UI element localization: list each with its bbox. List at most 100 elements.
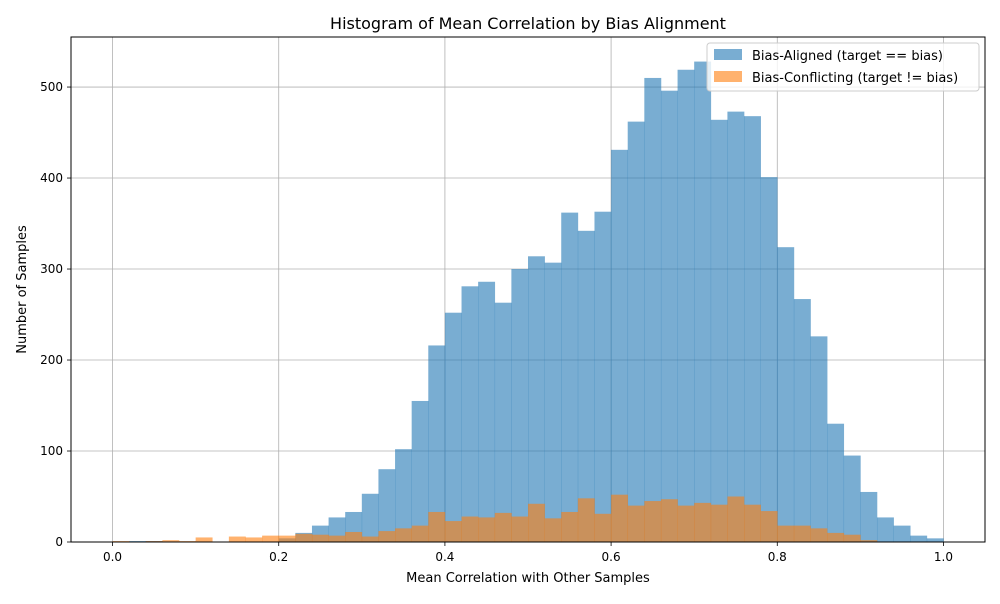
bar-conflicting-25 <box>528 503 545 542</box>
bar-conflicting-5 <box>195 537 213 542</box>
bar-aligned-25 <box>528 256 545 542</box>
bar-conflicting-19 <box>428 511 446 542</box>
y-tick-label-2: 200 <box>40 353 63 367</box>
legend: Bias-Aligned (target == bias) Bias-Confl… <box>706 42 980 92</box>
x-tick-label-1: 0.2 <box>269 550 288 564</box>
bar-conflicting-8 <box>245 537 263 542</box>
x-axis-label: Mean Correlation with Other Samples <box>406 571 650 586</box>
bar-conflicting-31 <box>627 505 645 542</box>
bar-aligned-16 <box>378 469 396 542</box>
bar-conflicting-12 <box>311 534 329 542</box>
bar-conflicting-11 <box>295 533 313 542</box>
bar-aligned-47 <box>893 525 911 542</box>
bar-conflicting-32 <box>644 501 662 542</box>
bar-aligned-32 <box>644 77 662 542</box>
bar-aligned-17 <box>395 449 412 542</box>
bar-conflicting-24 <box>511 516 529 542</box>
bar-aligned-30 <box>611 149 629 542</box>
bar-aligned-42 <box>810 336 828 542</box>
bar-aligned-45 <box>860 491 878 542</box>
bar-conflicting-20 <box>444 521 462 542</box>
bar-aligned-44 <box>843 455 861 542</box>
bar-conflicting-43 <box>827 532 845 542</box>
y-tick-label-4: 400 <box>40 171 63 185</box>
bias-aligned-bars <box>129 61 944 543</box>
bar-conflicting-40 <box>777 525 795 542</box>
bar-aligned-41 <box>793 299 811 542</box>
bar-conflicting-17 <box>395 528 412 542</box>
bar-conflicting-23 <box>494 512 512 542</box>
bar-conflicting-38 <box>744 504 761 542</box>
y-tick-label-1: 100 <box>40 444 63 458</box>
bar-aligned-29 <box>594 211 612 542</box>
bar-aligned-49 <box>926 538 944 542</box>
bar-conflicting-13 <box>328 535 346 542</box>
bar-aligned-33 <box>660 90 678 542</box>
bar-conflicting-28 <box>577 498 595 542</box>
bar-conflicting-37 <box>727 496 745 542</box>
bar-aligned-35 <box>694 61 712 542</box>
bar-conflicting-41 <box>793 525 811 542</box>
x-tick-label-4: 0.8 <box>768 550 787 564</box>
bar-aligned-37 <box>727 111 745 542</box>
bar-aligned-40 <box>777 247 795 542</box>
bar-conflicting-26 <box>544 518 562 542</box>
bar-conflicting-18 <box>411 525 429 542</box>
bar-conflicting-16 <box>378 531 396 542</box>
bar-conflicting-10 <box>278 535 296 542</box>
bar-conflicting-15 <box>361 536 379 542</box>
bar-aligned-19 <box>428 345 446 542</box>
bar-conflicting-3 <box>162 540 180 542</box>
legend-box <box>706 42 980 92</box>
bar-aligned-28 <box>577 230 595 543</box>
bar-conflicting-35 <box>694 502 712 542</box>
bar-aligned-18 <box>411 400 429 542</box>
bar-aligned-48 <box>910 535 928 542</box>
bar-conflicting-33 <box>660 499 678 542</box>
bar-conflicting-9 <box>262 535 280 542</box>
bar-aligned-21 <box>461 286 479 542</box>
bar-conflicting-30 <box>611 494 629 542</box>
bar-aligned-27 <box>561 212 579 542</box>
x-tick-label-3: 0.6 <box>602 550 621 564</box>
y-tick-label-3: 300 <box>40 262 63 276</box>
x-tick-label-2: 0.4 <box>435 550 454 564</box>
bar-aligned-43 <box>827 423 845 542</box>
bar-aligned-39 <box>760 177 778 542</box>
x-tick-label-0: 0.0 <box>103 550 122 564</box>
bar-conflicting-14 <box>345 531 363 542</box>
bar-conflicting-34 <box>677 505 695 542</box>
bar-conflicting-21 <box>461 516 479 542</box>
y-axis-label: Number of Samples <box>15 225 30 354</box>
bar-aligned-26 <box>544 262 562 542</box>
bar-conflicting-44 <box>843 534 861 542</box>
bar-aligned-46 <box>876 517 894 542</box>
bar-conflicting-39 <box>760 511 778 542</box>
plot-frame <box>70 36 986 543</box>
bar-aligned-31 <box>627 121 645 543</box>
bar-conflicting-7 <box>228 536 246 542</box>
bar-conflicting-27 <box>561 511 579 542</box>
bar-conflicting-45 <box>860 540 878 542</box>
bar-conflicting-36 <box>710 504 728 542</box>
bar-aligned-20 <box>444 312 462 542</box>
bar-aligned-24 <box>511 269 529 542</box>
bar-aligned-23 <box>494 302 512 542</box>
y-axis-ticks: 0 100 200 300 400 500 <box>40 80 71 549</box>
bar-aligned-38 <box>744 116 761 542</box>
legend-swatch-bias-aligned <box>714 49 742 60</box>
x-axis-ticks: 0.0 0.2 0.4 0.6 0.8 1.0 <box>103 542 953 564</box>
legend-label-bias-conflicting: Bias-Conflicting (target != bias) <box>752 71 958 86</box>
bar-aligned-34 <box>677 69 695 542</box>
chart-title: Histogram of Mean Correlation by Bias Al… <box>330 14 726 33</box>
bar-aligned-36 <box>710 119 728 542</box>
x-tick-label-5: 1.0 <box>934 550 953 564</box>
y-tick-label-0: 0 <box>55 535 63 549</box>
bar-conflicting-42 <box>810 528 828 542</box>
y-tick-label-5: 500 <box>40 80 63 94</box>
bar-conflicting-29 <box>594 513 612 542</box>
bar-conflicting-22 <box>478 517 496 542</box>
legend-swatch-bias-conflicting <box>714 71 742 82</box>
legend-label-bias-aligned: Bias-Aligned (target == bias) <box>752 49 943 64</box>
